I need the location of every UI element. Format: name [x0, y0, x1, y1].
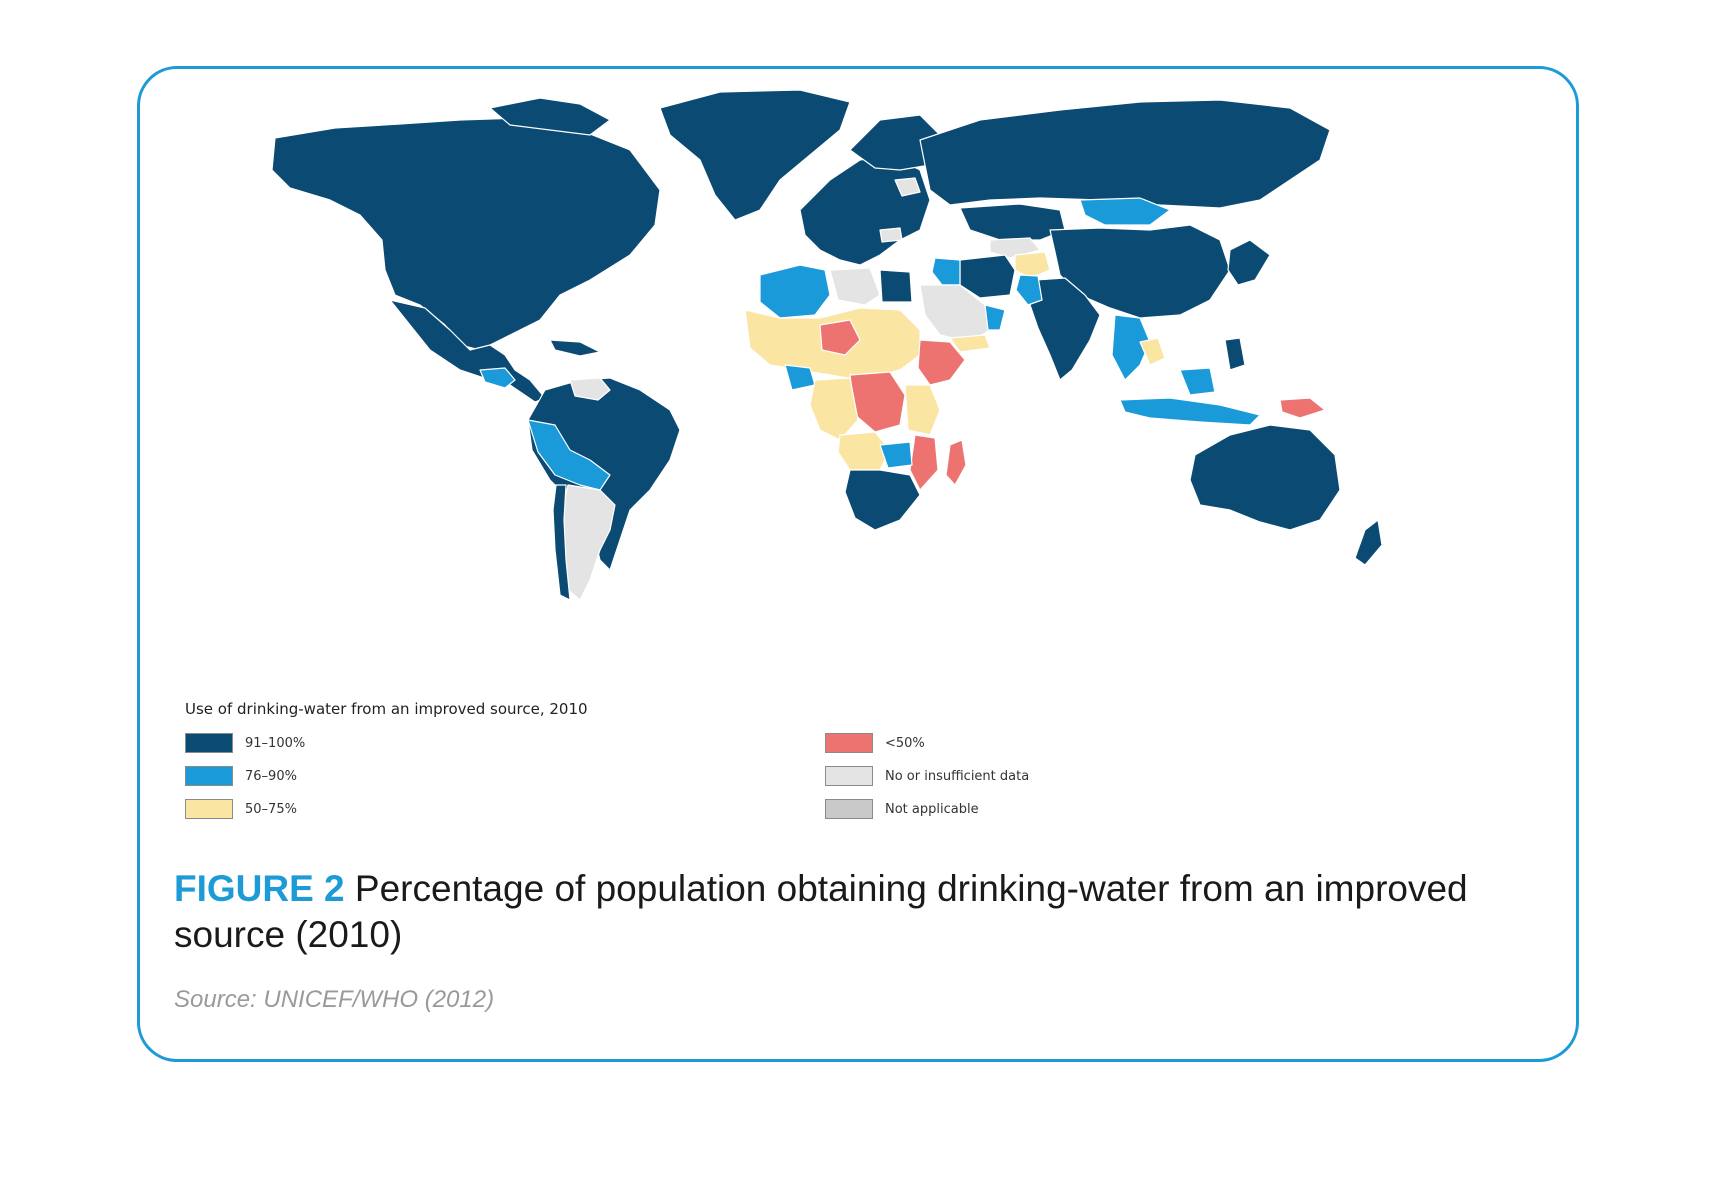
legend-item: No or insufficient data	[825, 765, 1029, 787]
region-balkans-nodata	[879, 227, 903, 243]
region-caribbean	[549, 339, 601, 357]
region-india	[1029, 277, 1101, 381]
legend-label: <50%	[885, 735, 925, 751]
region-east-africa-light	[904, 384, 941, 436]
caption-text: Percentage of population obtaining drink…	[174, 868, 1468, 955]
legend-swatch	[825, 799, 873, 819]
region-central-africa-light	[809, 377, 859, 441]
region-png-red	[1279, 397, 1326, 419]
region-russia	[919, 99, 1331, 209]
region-greenland	[659, 89, 851, 221]
legend-swatch	[185, 733, 233, 753]
world-map	[160, 80, 1580, 680]
region-yemen-light	[949, 334, 991, 353]
region-zambia-mid	[879, 441, 913, 469]
region-philippines	[1224, 337, 1246, 371]
region-kazakhstan	[959, 203, 1066, 241]
region-mozambique-red	[909, 434, 939, 491]
region-arctic-islands	[489, 97, 611, 136]
region-central-america-mid	[479, 367, 516, 389]
region-chile	[552, 484, 571, 601]
region-ethiopia-somalia-red	[917, 339, 966, 386]
region-pakistan-mid	[1015, 274, 1043, 306]
region-west-africa-mid	[784, 364, 816, 391]
region-australia	[1189, 424, 1341, 531]
legend-item: 76–90%	[185, 765, 297, 787]
map-legend: Use of drinking-water from an improved s…	[185, 700, 1185, 830]
legend-label: 76–90%	[245, 768, 297, 784]
legend-label: Not applicable	[885, 801, 979, 817]
region-venezuela-nodata	[569, 377, 611, 401]
region-southeast-asia-mid	[1111, 314, 1151, 381]
region-europe	[799, 154, 931, 266]
legend-label: 91–100%	[245, 735, 306, 751]
legend-swatch	[185, 766, 233, 786]
legend-item: Not applicable	[825, 798, 979, 820]
region-peru-bolivia-mid	[527, 419, 611, 491]
source-note: Source: UNICEF/WHO (2012)	[174, 986, 495, 1013]
region-egypt	[879, 269, 913, 303]
region-iraq-mid	[931, 257, 961, 286]
legend-item: 91–100%	[185, 732, 305, 754]
region-mongolia-mid	[1079, 197, 1171, 226]
region-belarus-nodata	[894, 177, 921, 197]
map-regions	[271, 89, 1383, 601]
region-indonesia-mid	[1119, 397, 1261, 426]
legend-item: 50–75%	[185, 798, 297, 820]
legend-title: Use of drinking-water from an improved s…	[185, 700, 588, 718]
legend-label: 50–75%	[245, 801, 297, 817]
legend-item: <50%	[825, 732, 925, 754]
region-north-africa-mid	[759, 264, 831, 319]
legend-label: No or insufficient data	[885, 768, 1030, 784]
region-drc-red	[849, 371, 906, 433]
legend-swatch	[825, 733, 873, 753]
region-new-zealand	[1354, 519, 1383, 566]
region-borneo-mid	[1179, 367, 1216, 396]
region-oman-mid	[984, 304, 1006, 331]
world-map-svg	[271, 89, 1383, 601]
region-afghanistan-light	[1014, 251, 1051, 279]
figure-label: FIGURE 2	[174, 868, 355, 909]
figure-caption: FIGURE 2 Percentage of population obtain…	[174, 866, 1564, 958]
region-libya-nodata	[829, 267, 881, 306]
legend-swatch	[825, 766, 873, 786]
region-mali-niger-red	[819, 319, 861, 356]
region-madagascar-red	[945, 439, 967, 486]
legend-swatch	[185, 799, 233, 819]
region-cambodia-light	[1139, 337, 1166, 366]
region-southern-africa	[844, 469, 921, 531]
region-north-america	[271, 117, 661, 351]
region-korea-japan	[1227, 239, 1271, 286]
